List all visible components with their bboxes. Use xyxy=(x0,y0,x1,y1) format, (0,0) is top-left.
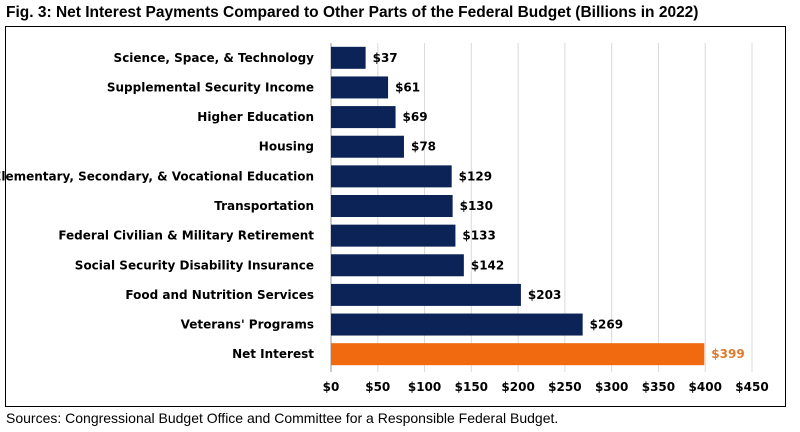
bar xyxy=(331,224,456,247)
category-label: Food and Nutrition Services xyxy=(125,288,314,302)
bar xyxy=(331,254,464,277)
source-note: Sources: Congressional Budget Office and… xyxy=(6,410,559,426)
category-label: Elementary, Secondary, & Vocational Educ… xyxy=(0,169,314,183)
data-label: $130 xyxy=(460,199,493,213)
bar xyxy=(331,46,366,69)
x-tick-label: $400 xyxy=(689,380,722,394)
data-label: $61 xyxy=(395,80,420,94)
category-label: Social Security Disability Insurance xyxy=(75,258,314,272)
chart-title: Fig. 3: Net Interest Payments Compared t… xyxy=(6,4,699,21)
category-label: Housing xyxy=(259,140,314,154)
data-label: $133 xyxy=(462,229,495,243)
data-label: $78 xyxy=(411,140,436,154)
x-tick-label: $200 xyxy=(501,380,534,394)
category-label: Federal Civilian & Military Retirement xyxy=(58,229,314,243)
category-label: Science, Space, & Technology xyxy=(114,51,315,65)
bar xyxy=(331,283,521,306)
bar xyxy=(331,165,452,188)
category-label: Net Interest xyxy=(232,347,314,361)
data-label: $69 xyxy=(403,110,428,124)
bar xyxy=(331,195,453,217)
category-label: Veterans' Programs xyxy=(181,318,314,332)
category-label: Supplemental Security Income xyxy=(107,80,314,94)
x-tick-label: $150 xyxy=(455,380,488,394)
x-tick-label: $250 xyxy=(548,380,581,394)
bar xyxy=(331,76,389,99)
bar xyxy=(331,135,404,158)
x-tick-label: $450 xyxy=(735,380,768,394)
data-label: $203 xyxy=(528,288,561,302)
x-tick-label: $300 xyxy=(595,380,628,394)
bar xyxy=(331,313,583,336)
x-tick-label: $50 xyxy=(365,380,390,394)
bar xyxy=(331,106,396,129)
data-label: $37 xyxy=(373,51,398,65)
chart-frame xyxy=(5,26,786,407)
data-label: $129 xyxy=(459,169,492,183)
x-tick-label: $100 xyxy=(408,380,441,394)
x-tick-label: $0 xyxy=(323,380,340,394)
x-tick-label: $350 xyxy=(642,380,675,394)
data-label: $269 xyxy=(590,318,623,332)
data-label: $142 xyxy=(471,258,504,272)
bar xyxy=(331,343,705,366)
data-label: $399 xyxy=(711,347,744,361)
category-label: Transportation xyxy=(214,199,314,213)
category-label: Higher Education xyxy=(197,110,314,124)
